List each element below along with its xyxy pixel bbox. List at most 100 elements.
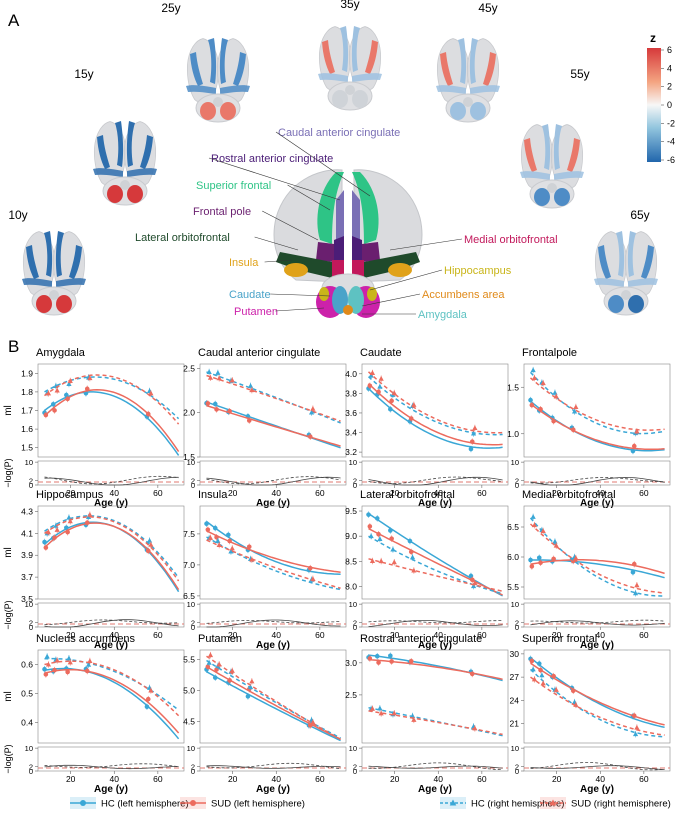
pval-tick-label: 2 [353,476,357,485]
x-tick-label: 60 [477,774,487,784]
plot-title: Insula [198,489,228,501]
data-point [44,653,50,659]
pval-curve [530,476,665,486]
x-tick-label: 40 [434,488,444,498]
data-point [553,687,559,692]
pval-tick-label: 0 [515,767,519,776]
x-tick-label: 40 [110,774,120,784]
x-tick-label: 60 [639,774,649,784]
pval-frame [361,460,509,486]
pval-tick-label: 2 [515,618,519,627]
pval-curve [44,764,179,770]
x-tick-label: 60 [315,774,325,784]
pval-tick-label: 10 [187,744,195,753]
y-tick-label: 4.1 [21,528,33,538]
data-point [469,577,475,583]
data-point [43,672,49,677]
y-tick-label: 0.5 [21,689,33,699]
subcortical-center [547,183,557,193]
pval-curve [530,477,665,484]
trajectory-line [368,558,503,592]
region-label: Insula [229,257,259,269]
trajectory-line [529,523,665,594]
pval-frame [523,460,671,486]
trajectory-line [530,559,665,575]
y-tick-label: 1.5 [183,452,195,462]
y-tick-label: 6.5 [507,522,519,532]
x-tick-label: 20 [66,774,76,784]
pval-curve [206,619,341,628]
pval-tick-label: 10 [349,458,357,467]
data-point [310,405,316,411]
data-point [367,656,373,661]
data-point [553,393,559,399]
panel-a-label: A [8,11,20,30]
data-point [551,673,556,679]
data-point [204,521,209,527]
pval-curve [368,620,503,627]
subcortical-center [621,290,631,300]
pval-tick-label: 0 [29,767,33,776]
left-subcortical-region [36,295,52,313]
data-point [85,661,92,667]
trajectory-line [368,706,503,737]
region-label: Hippocampus [444,265,512,277]
data-point [54,527,60,532]
pval-tick-label: 2 [29,618,33,627]
region-label: Putamen [234,306,278,318]
data-point [215,538,221,543]
right-orbitofrontal-region [352,73,382,82]
pval-curve [206,620,341,624]
right-medial-region [627,231,636,277]
left-subcortical-region [332,90,348,108]
data-point [212,675,218,680]
left-medial-region [616,231,625,277]
data-point [54,657,60,663]
left-medial-region [44,231,53,277]
data-point [632,731,639,737]
y-tick-label: 1.7 [21,406,33,416]
atlas-insula-left [284,263,308,277]
data-point [308,409,315,415]
age-labels: 10y 15y 25y 35y 45y 55y 65y [8,0,649,222]
data-point [226,532,231,538]
x-axis-label: Age (y) [418,498,452,509]
data-point [540,680,546,686]
data-point [531,375,538,380]
age-label: 45y [478,1,497,15]
data-point [408,416,414,421]
data-point [539,672,545,678]
pval-curve [44,619,179,626]
data-point [310,719,316,725]
data-point [84,520,90,526]
left-medial-region [208,38,217,84]
data-point [246,544,252,550]
plot-frame [199,505,347,600]
pval-tick-label: 2 [29,476,33,485]
left-lateral-region [598,245,611,279]
pval-tick-label: 2 [515,476,519,485]
pval-tick-label: 10 [25,458,33,467]
y-tick-label: 6.5 [183,591,195,601]
data-point [145,411,151,417]
data-point [52,408,57,413]
data-point [249,387,255,393]
pval-tick-label: 2 [515,762,519,771]
region-label: Superior frontal [196,180,271,192]
x-tick-label: 20 [66,488,76,498]
trajectory-line [529,668,665,738]
data-point [207,374,214,380]
x-axis-label: Age (y) [418,784,452,795]
data-point [52,667,57,673]
y-tick-label: 1.5 [21,443,33,453]
plot-frame [199,649,347,744]
data-point [144,704,150,710]
x-tick-label: 60 [153,774,163,784]
data-point [307,565,313,571]
data-point [470,583,477,589]
data-point [43,545,49,550]
legend-marker [80,800,86,806]
left-lateral-region [440,52,453,86]
